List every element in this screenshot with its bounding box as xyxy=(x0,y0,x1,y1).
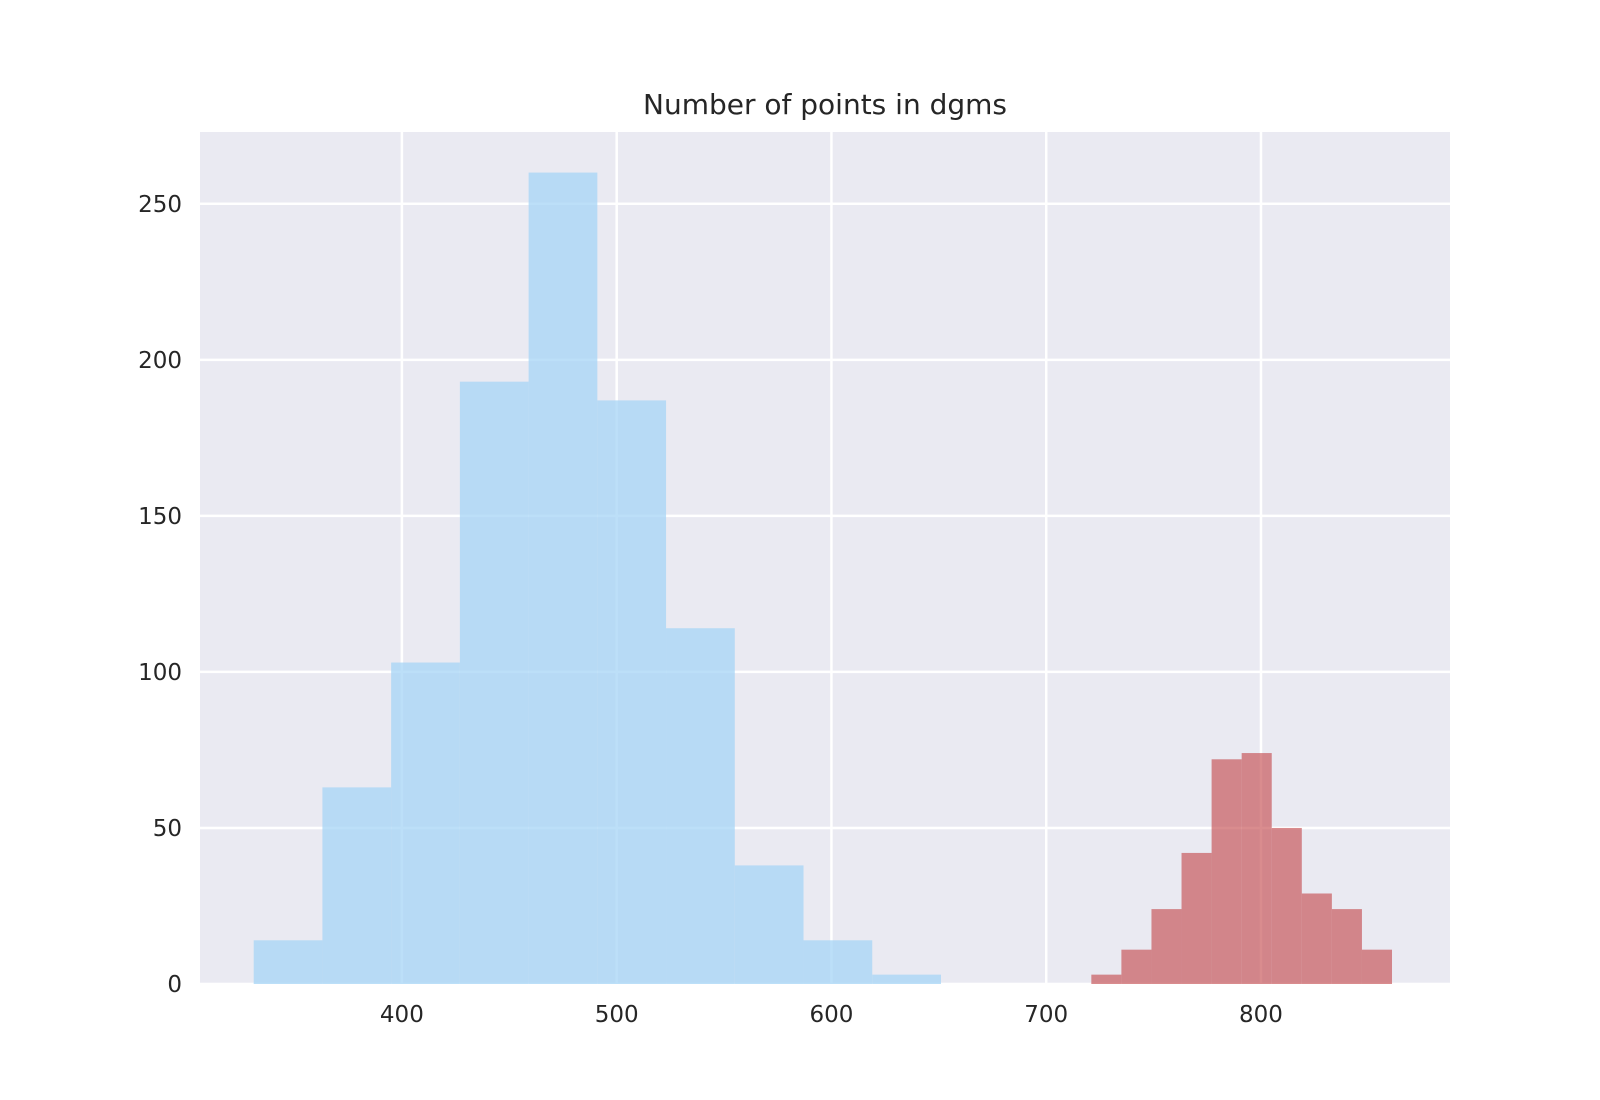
x-tick-label: 500 xyxy=(595,1002,639,1028)
y-tick-labels: 0 50 100 150 200 250 xyxy=(138,192,182,998)
y-tick-label: 250 xyxy=(138,192,182,218)
histogram-bars xyxy=(253,172,1393,985)
histogram-bar xyxy=(1241,753,1272,984)
y-tick-label: 200 xyxy=(138,348,182,374)
histogram-bar xyxy=(734,865,804,984)
x-tick-label: 700 xyxy=(1024,1002,1068,1028)
histogram-bar xyxy=(528,172,598,985)
histogram-bar xyxy=(1181,852,1212,984)
histogram-bar xyxy=(1091,974,1122,984)
histogram-bar xyxy=(1301,893,1332,984)
x-tick-label: 400 xyxy=(380,1002,424,1028)
histogram-bar xyxy=(1331,909,1362,984)
y-tick-label: 0 xyxy=(167,972,182,998)
histogram-bar xyxy=(391,662,460,984)
x-tick-label: 600 xyxy=(809,1002,853,1028)
y-tick-label: 50 xyxy=(153,816,182,842)
y-tick-label: 100 xyxy=(138,660,182,686)
histogram-bar xyxy=(1271,827,1302,984)
x-tick-labels: 400 500 600 700 800 xyxy=(380,1002,1283,1028)
histogram-bar xyxy=(803,940,873,984)
histogram-bar xyxy=(1151,909,1182,984)
histogram-bar xyxy=(1361,949,1393,984)
histogram-bar xyxy=(1211,759,1242,984)
histogram-bar xyxy=(322,787,392,984)
chart-title: Number of points in dgms xyxy=(643,88,1007,121)
histogram-bar xyxy=(459,381,529,985)
histogram-bar xyxy=(597,400,667,984)
histogram-bar xyxy=(253,940,323,984)
histogram-bar xyxy=(872,974,941,984)
y-tick-label: 150 xyxy=(138,504,182,530)
histogram-bar xyxy=(666,628,735,984)
histogram-bar xyxy=(1121,949,1152,984)
x-tick-label: 800 xyxy=(1239,1002,1283,1028)
